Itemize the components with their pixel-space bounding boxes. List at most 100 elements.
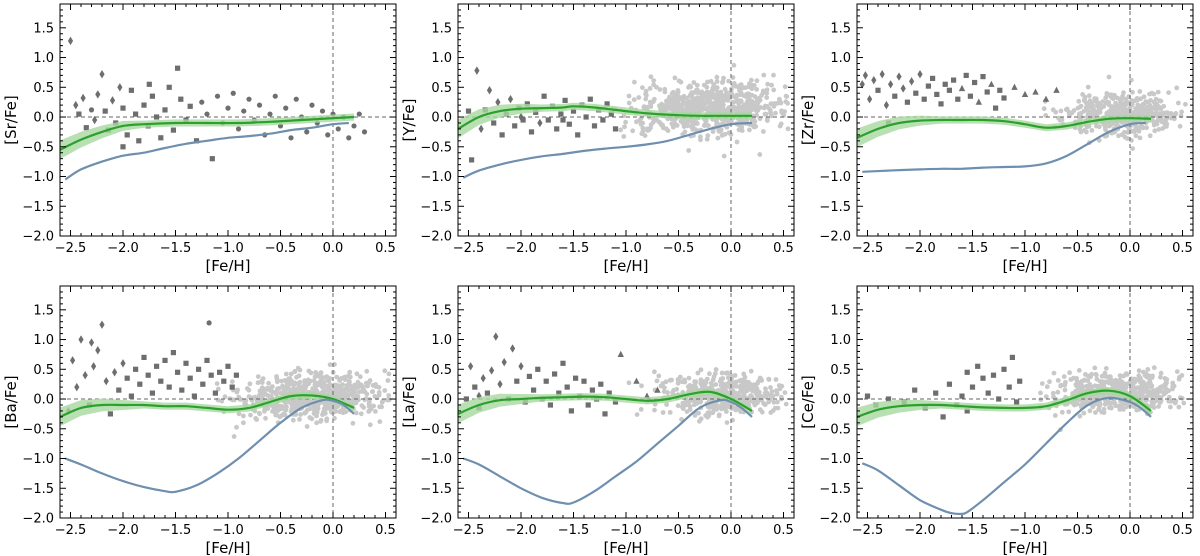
observation-point [200, 381, 206, 387]
survey-point [318, 417, 324, 423]
survey-point [1076, 368, 1082, 373]
observation-point [912, 387, 918, 393]
y-tick-label: 1.0 [33, 333, 54, 348]
observation-point [930, 75, 936, 81]
survey-point [1133, 98, 1138, 104]
survey-point [701, 379, 707, 384]
survey-point [1108, 94, 1114, 100]
survey-point [1133, 133, 1139, 139]
survey-point [288, 371, 294, 377]
survey-point [1066, 409, 1072, 415]
y-tick-label: −1.5 [22, 200, 54, 215]
survey-point [1162, 110, 1168, 116]
survey-point [1163, 386, 1168, 392]
survey-point [255, 380, 261, 386]
survey-point [323, 406, 329, 412]
survey-point [229, 379, 235, 384]
survey-point [1061, 374, 1067, 379]
survey-point [782, 84, 788, 90]
survey-point [704, 90, 710, 95]
survey-point [722, 86, 728, 92]
observation-point [214, 93, 221, 99]
observation-point [602, 411, 608, 417]
survey-point [746, 91, 752, 97]
observation-point [541, 93, 547, 99]
survey-point [719, 370, 725, 376]
survey-point [692, 385, 698, 391]
survey-point [320, 389, 326, 394]
survey-point [688, 384, 694, 389]
observation-point [209, 156, 215, 162]
observation-point [573, 375, 579, 381]
survey-point [366, 404, 372, 409]
observation-point [1014, 399, 1020, 405]
survey-point [695, 87, 700, 93]
survey-point [771, 101, 776, 107]
observation-point [566, 121, 572, 127]
observation-point [537, 118, 543, 128]
survey-point [319, 384, 325, 390]
survey-point [763, 386, 768, 392]
survey-point [382, 368, 388, 374]
survey-point [263, 415, 268, 421]
survey-point [273, 391, 279, 397]
survey-point [709, 404, 715, 409]
survey-point [647, 86, 653, 91]
survey-point [705, 133, 711, 139]
observation-point [951, 77, 957, 83]
observation-point [518, 362, 524, 371]
observation-point [495, 97, 501, 107]
survey-point [1164, 121, 1170, 127]
observation-point [913, 90, 919, 96]
x-tick-label: −2.5 [453, 523, 485, 538]
survey-point [670, 98, 676, 104]
survey-point [307, 406, 313, 412]
y-tick-label: 0.0 [33, 393, 54, 408]
axis-ticks [59, 286, 396, 519]
survey-point [754, 386, 760, 392]
survey-point [286, 376, 291, 382]
y-axis-title: [Y/Fe] [400, 99, 418, 142]
survey-point [747, 394, 753, 400]
survey-point [358, 411, 364, 417]
survey-point [721, 153, 727, 159]
observation-point [76, 111, 82, 117]
survey-point [270, 389, 276, 395]
survey-point [1168, 398, 1173, 404]
survey-point [269, 384, 275, 389]
survey-point [283, 371, 289, 377]
survey-point [340, 389, 346, 394]
survey-point [765, 81, 770, 87]
x-tick-label: 0.5 [773, 523, 794, 538]
survey-point [1139, 109, 1145, 115]
survey-point [1108, 405, 1114, 411]
observation-point [116, 387, 122, 393]
y-tick-label: 1.0 [431, 333, 452, 348]
observation-point [193, 138, 200, 144]
survey-point [718, 127, 724, 132]
survey-point [334, 374, 340, 380]
x-axis-title: [Fe/H] [1002, 257, 1047, 275]
survey-point [667, 94, 672, 100]
survey-point [680, 406, 686, 411]
model-blue-line [861, 396, 1152, 515]
survey-point [1071, 108, 1077, 113]
observation-point [938, 101, 944, 107]
y-tick-label: −0.5 [420, 140, 452, 155]
observation-point [499, 132, 505, 138]
y-tick-label: 0.0 [830, 111, 851, 126]
observation-point [109, 96, 116, 105]
survey-point [1179, 395, 1185, 401]
observation-point [988, 80, 995, 87]
survey-point [362, 389, 368, 395]
observation-points [65, 320, 239, 417]
observation-point [606, 390, 612, 396]
survey-point [1166, 90, 1171, 95]
survey-point [672, 104, 677, 110]
y-tick-label: −2.0 [819, 230, 851, 245]
observation-point [964, 369, 970, 375]
y-tick-label: −1.0 [819, 170, 851, 185]
survey-point [1177, 123, 1183, 129]
y-tick-label: −1.5 [819, 482, 851, 497]
survey-point [284, 387, 290, 392]
